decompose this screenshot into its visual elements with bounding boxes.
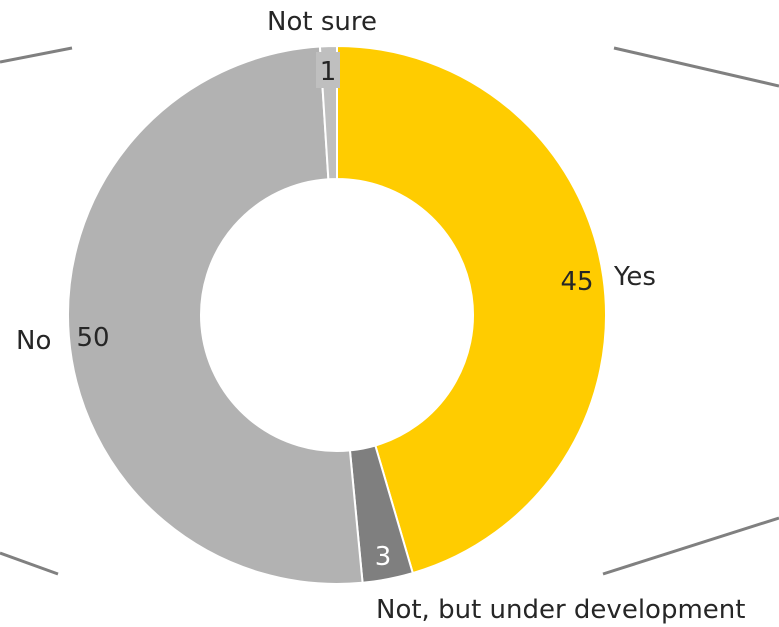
value-label-yes: 45 [560, 267, 593, 297]
slice-yes [336, 44, 607, 575]
decor-line-top-left [0, 46, 73, 64]
labels-group: 45 Yes 3 Not, but under development 50 No 1 Not… [16, 7, 745, 625]
category-label-yes: Yes [613, 262, 656, 292]
slice-not-sure-label-box [316, 52, 340, 88]
decor-line-top-right [613, 46, 779, 88]
slices-group [67, 44, 607, 585]
category-label-not-but-under-development: Not, but under development [376, 595, 745, 625]
value-label-not-sure: 1 [320, 57, 337, 87]
decor-line-bottom-right [602, 516, 779, 576]
category-label-no: No [16, 326, 51, 356]
value-label-no: 50 [76, 323, 109, 353]
category-label-not-sure: Not sure [267, 7, 377, 37]
value-label-not-but-under-development: 3 [375, 542, 392, 572]
decorative-lines [0, 46, 779, 576]
slice-no [67, 45, 364, 585]
decor-line-bottom-left [0, 551, 59, 576]
